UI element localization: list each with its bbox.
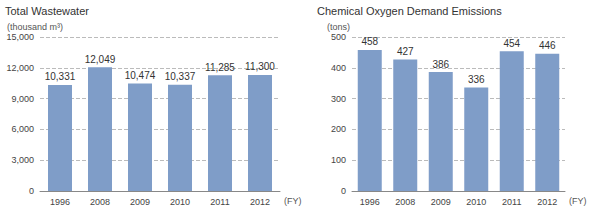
- svg-text:11,285: 11,285: [205, 62, 235, 73]
- svg-text:11,300: 11,300: [245, 61, 275, 72]
- svg-text:2011: 2011: [210, 197, 229, 207]
- svg-text:458: 458: [361, 36, 378, 47]
- svg-text:386: 386: [432, 59, 449, 70]
- svg-text:0: 0: [341, 186, 346, 196]
- svg-text:100: 100: [331, 155, 346, 165]
- svg-text:(tons): (tons): [327, 22, 350, 32]
- svg-text:10,337: 10,337: [165, 71, 196, 82]
- svg-text:2009: 2009: [431, 197, 451, 207]
- svg-text:500: 500: [331, 32, 346, 42]
- svg-text:2009: 2009: [130, 197, 150, 207]
- svg-text:2010: 2010: [466, 197, 486, 207]
- svg-text:336: 336: [468, 74, 485, 85]
- svg-text:2012: 2012: [250, 197, 270, 207]
- svg-text:400: 400: [331, 63, 346, 73]
- svg-text:427: 427: [397, 46, 414, 57]
- svg-text:2012: 2012: [537, 197, 557, 207]
- svg-text:3,000: 3,000: [11, 155, 34, 165]
- svg-text:10,331: 10,331: [45, 71, 76, 82]
- svg-text:6,000: 6,000: [11, 124, 34, 134]
- svg-text:(thousand m³): (thousand m³): [7, 22, 63, 32]
- svg-text:0: 0: [29, 186, 34, 196]
- svg-text:12,000: 12,000: [6, 63, 34, 73]
- svg-text:446: 446: [539, 40, 556, 51]
- svg-text:1996: 1996: [360, 197, 380, 207]
- svg-text:454: 454: [503, 38, 520, 49]
- svg-text:12,049: 12,049: [85, 54, 116, 65]
- svg-text:(FY): (FY): [569, 196, 587, 206]
- svg-text:2008: 2008: [90, 197, 110, 207]
- svg-text:Chemical Oxygen Demand Emissio: Chemical Oxygen Demand Emissions: [317, 5, 502, 17]
- svg-text:(FY): (FY): [284, 196, 302, 206]
- svg-text:2008: 2008: [395, 197, 415, 207]
- svg-text:300: 300: [331, 94, 346, 104]
- svg-text:2011: 2011: [502, 197, 521, 207]
- svg-text:2010: 2010: [170, 197, 190, 207]
- svg-text:Total Wastewater: Total Wastewater: [5, 5, 89, 17]
- svg-text:9,000: 9,000: [11, 94, 34, 104]
- svg-text:1996: 1996: [50, 197, 70, 207]
- svg-text:200: 200: [331, 124, 346, 134]
- svg-text:10,474: 10,474: [125, 70, 156, 81]
- svg-text:15,000: 15,000: [6, 32, 34, 42]
